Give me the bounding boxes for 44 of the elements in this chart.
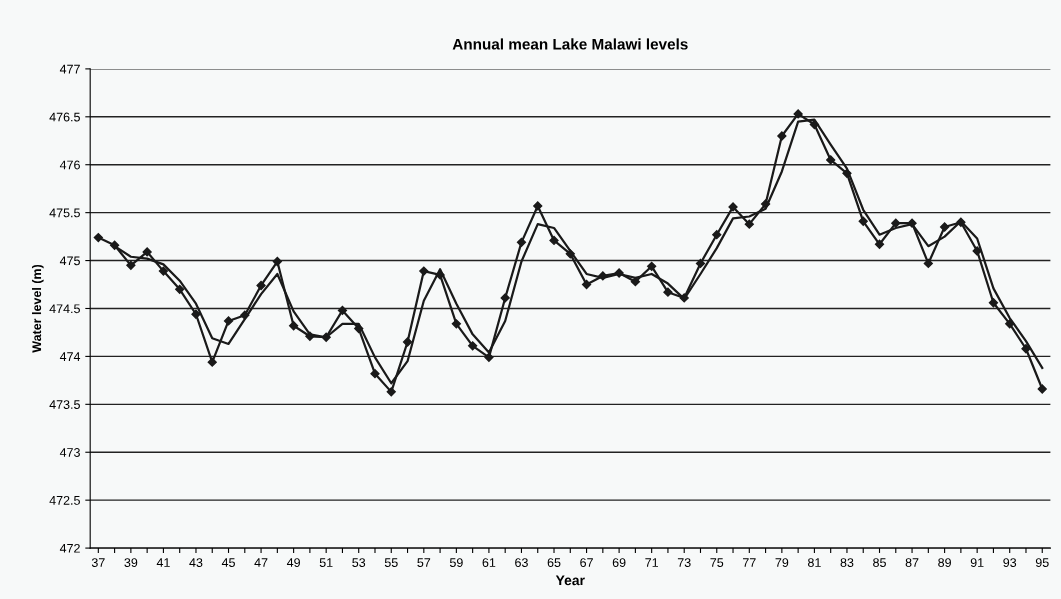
x-tick-label: 63 (515, 558, 528, 567)
y-tick-label: 477 (59, 64, 80, 74)
x-tick-label: 83 (840, 558, 854, 567)
y-tick-label: 472.5 (49, 495, 80, 505)
x-tick-label: 79 (775, 558, 789, 567)
x-axis-title: Year (555, 575, 585, 586)
y-tick-label: 473.5 (49, 400, 80, 409)
x-tick-label: 51 (319, 558, 333, 567)
y-tick-label: 473 (59, 448, 80, 457)
y-tick-label: 475 (59, 256, 80, 266)
y-tick-label: 472 (59, 543, 80, 553)
y-tick-label: 474 (59, 352, 81, 361)
y-tick-label: 474.5 (49, 304, 80, 314)
x-tick-label: 71 (645, 558, 658, 567)
x-tick-label: 57 (417, 558, 431, 567)
x-tick-label: 67 (580, 558, 593, 567)
chart-title: Annual mean Lake Malawi levels (452, 38, 688, 50)
x-tick-label: 95 (1035, 558, 1049, 567)
y-axis-title: Water level (m) (31, 264, 44, 353)
x-tick-label: 61 (482, 558, 496, 567)
x-tick-label: 65 (547, 558, 561, 567)
x-tick-label: 87 (905, 558, 919, 567)
x-tick-label: 77 (743, 558, 756, 567)
x-tick-label: 37 (91, 558, 105, 567)
x-tick-label: 69 (612, 558, 626, 567)
x-tick-label: 55 (384, 558, 398, 567)
x-tick-label: 85 (873, 558, 886, 567)
x-tick-label: 39 (124, 558, 138, 567)
x-tick-label: 47 (254, 558, 268, 567)
y-tick-label: 476.5 (49, 112, 80, 122)
y-tick-label: 476 (59, 160, 80, 170)
x-tick-label: 49 (286, 558, 300, 567)
x-tick-label: 53 (352, 558, 366, 567)
x-tick-label: 45 (221, 558, 235, 567)
x-tick-label: 89 (938, 558, 951, 567)
x-tick-label: 93 (1003, 558, 1017, 567)
y-tick-label: 475.5 (49, 208, 80, 218)
x-tick-label: 73 (677, 558, 691, 567)
x-tick-label: 75 (710, 558, 724, 567)
x-tick-label: 59 (449, 558, 463, 567)
x-tick-label: 41 (156, 558, 170, 567)
x-tick-label: 81 (808, 558, 821, 567)
x-tick-label: 43 (189, 558, 203, 567)
x-tick-label: 91 (970, 558, 984, 567)
